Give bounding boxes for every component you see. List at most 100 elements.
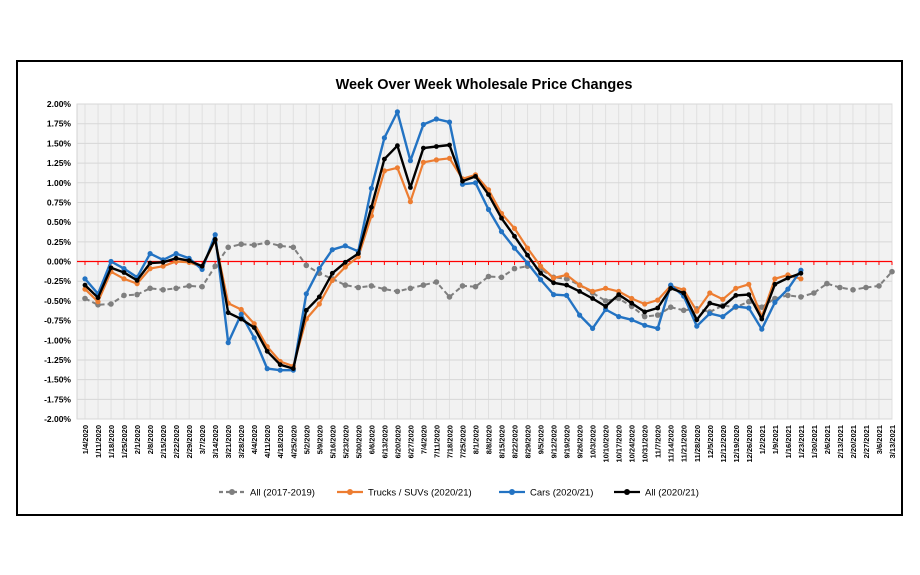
data-point xyxy=(681,290,687,296)
data-point xyxy=(433,279,440,285)
y-tick-label: 1.50% xyxy=(47,138,72,148)
data-point xyxy=(303,262,310,269)
x-tick-label: 2/6/2021 xyxy=(823,425,832,454)
data-point xyxy=(277,362,283,368)
data-point xyxy=(603,304,608,309)
data-point xyxy=(421,145,426,151)
chart: Week Over Week Wholesale Price Changes 2… xyxy=(44,77,897,499)
legend-item-all-2017-2019: All (2017-2019) xyxy=(219,488,315,499)
data-point xyxy=(472,283,479,290)
data-point xyxy=(173,255,179,261)
data-point xyxy=(629,317,635,323)
data-point xyxy=(108,301,114,307)
x-tick-label: 1/4/2020 xyxy=(81,425,90,454)
data-point xyxy=(447,142,452,148)
x-tick-label: 10/24/2020 xyxy=(628,425,637,463)
data-point xyxy=(108,265,114,271)
data-point xyxy=(420,282,427,288)
data-point xyxy=(473,174,478,179)
data-point xyxy=(772,281,778,287)
data-point xyxy=(564,272,570,278)
data-point xyxy=(655,305,661,311)
data-point xyxy=(342,243,348,249)
data-point xyxy=(785,292,791,299)
x-tick-label: 1/2/2021 xyxy=(758,425,767,454)
x-tick-label: 8/29/2020 xyxy=(524,425,533,458)
data-point xyxy=(538,270,543,276)
x-tick-label: 1/25/2020 xyxy=(120,425,129,458)
x-tick-label: 2/27/2021 xyxy=(862,425,871,458)
x-tick-label: 3/7/2020 xyxy=(198,425,207,454)
data-point xyxy=(173,285,179,292)
data-point xyxy=(642,322,648,328)
data-point xyxy=(629,295,635,302)
x-tick-label: 10/17/2020 xyxy=(615,425,624,463)
legend-swatch-marker xyxy=(229,489,235,495)
data-point xyxy=(238,306,244,313)
x-tick-label: 8/1/2020 xyxy=(471,425,480,454)
data-point xyxy=(590,296,595,301)
data-point xyxy=(160,263,166,269)
data-point xyxy=(342,259,348,265)
data-point xyxy=(680,307,687,314)
y-tick-label: 2.00% xyxy=(47,99,72,109)
x-tick-label: 11/28/2020 xyxy=(693,425,702,462)
data-point xyxy=(498,274,505,281)
data-point xyxy=(499,215,504,221)
data-point xyxy=(212,237,218,242)
data-point xyxy=(498,229,505,235)
x-tick-label: 5/30/2020 xyxy=(354,425,363,458)
legend-label: Cars (2020/21) xyxy=(530,488,593,499)
data-point xyxy=(459,283,466,289)
data-point xyxy=(303,291,309,297)
data-point xyxy=(408,185,413,190)
data-point xyxy=(251,325,257,330)
data-point xyxy=(785,286,791,292)
data-point xyxy=(147,266,153,272)
x-tick-label: 8/8/2020 xyxy=(485,425,494,454)
x-tick-label: 9/19/2020 xyxy=(563,425,572,458)
data-point xyxy=(642,309,648,315)
data-point xyxy=(147,251,153,257)
data-point xyxy=(759,304,765,310)
data-point xyxy=(616,292,622,297)
data-point xyxy=(694,308,700,314)
data-point xyxy=(511,245,518,251)
y-tick-label: 1.25% xyxy=(47,158,72,168)
data-point xyxy=(772,299,778,305)
data-point xyxy=(303,307,309,313)
data-point xyxy=(329,247,335,253)
y-tick-label: 0.75% xyxy=(47,197,72,207)
data-point xyxy=(95,295,101,301)
series-all-2020-21 xyxy=(82,142,804,371)
data-point xyxy=(577,312,583,318)
data-point xyxy=(121,266,127,272)
data-point xyxy=(798,276,804,282)
data-point xyxy=(485,206,492,213)
x-tick-label: 1/11/2020 xyxy=(94,425,103,458)
y-tick-label: -2.00% xyxy=(44,414,71,424)
data-point xyxy=(590,288,596,294)
data-point xyxy=(577,289,582,294)
legend-swatch-marker xyxy=(509,489,515,495)
series-layer xyxy=(82,109,895,373)
data-point xyxy=(538,263,544,269)
data-point xyxy=(551,292,557,298)
x-tick-label: 8/22/2020 xyxy=(511,425,520,458)
x-tick-label: 11/14/2020 xyxy=(667,425,676,462)
data-point xyxy=(433,157,439,163)
y-tick-label: -1.00% xyxy=(44,335,71,345)
data-point xyxy=(212,263,218,269)
x-tick-label: 6/13/2020 xyxy=(380,425,389,458)
y-tick-label: 1.00% xyxy=(47,178,72,188)
data-point xyxy=(733,285,739,291)
data-point xyxy=(173,251,179,257)
data-point xyxy=(563,276,570,282)
data-point xyxy=(616,314,622,320)
data-point xyxy=(564,292,570,298)
y-tick-label: -0.75% xyxy=(44,316,71,326)
data-point xyxy=(707,290,713,296)
data-point xyxy=(407,199,413,205)
x-tick-label: 11/7/2020 xyxy=(654,425,663,458)
